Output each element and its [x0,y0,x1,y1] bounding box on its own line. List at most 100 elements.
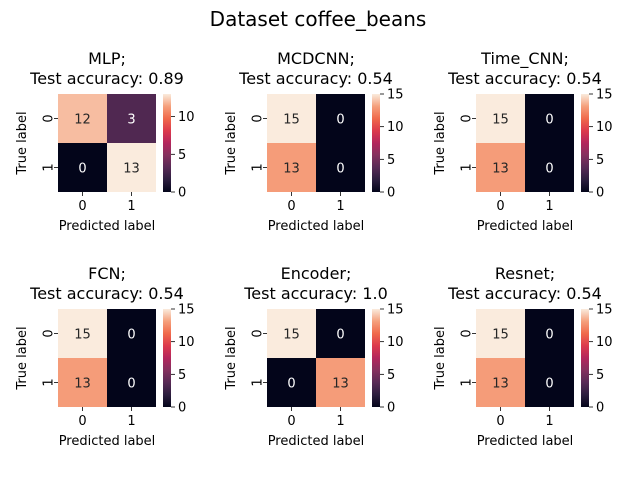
colorbar-tick-label: 0 [387,186,395,201]
cell-value-label: 0 [545,162,553,177]
heatmap-cell [476,358,525,407]
cell-value-label: 15 [74,328,91,343]
x-axis-label: Predicted label [477,434,574,449]
cell-value-label: 0 [127,377,135,392]
cell-value-label: 0 [545,328,553,343]
heatmap-cell [525,309,574,358]
y-tick-label: 0 [42,114,57,122]
y-axis-label: True label [15,326,30,390]
y-tick-label: 1 [251,378,266,386]
x-tick-label: 1 [336,414,344,429]
y-tick-label: 1 [460,378,475,386]
colorbar-tick-label: 5 [387,153,395,168]
colorbar-tick-label: 5 [387,368,395,383]
heatmap-cell [267,143,316,192]
panel-title: Encoder; [281,264,352,283]
panel-subtitle: Test accuracy: 0.89 [29,69,184,88]
colorbar [372,94,380,192]
colorbar-tick-label: 15 [596,88,613,103]
colorbar-tick-label: 15 [178,303,195,318]
x-tick-label: 1 [336,199,344,214]
x-axis-label: Predicted label [59,434,156,449]
cell-value-label: 3 [127,113,135,128]
y-tick-label: 0 [251,114,266,122]
heatmap-cell [107,358,156,407]
cell-value-label: 13 [74,377,91,392]
cell-value-label: 13 [123,162,140,177]
cell-value-label: 13 [492,377,509,392]
x-tick-label: 1 [545,414,553,429]
cell-value-label: 12 [74,113,91,128]
y-axis-label: True label [224,326,239,390]
colorbar [581,94,589,192]
colorbar-tick-label: 0 [596,401,604,416]
panel-title: Time_CNN; [480,49,569,69]
x-axis-label: Predicted label [268,219,365,234]
cell-value-label: 13 [492,162,509,177]
colorbar [372,309,380,407]
x-axis-label: Predicted label [477,219,574,234]
x-tick-label: 0 [496,414,504,429]
y-tick-label: 0 [460,329,475,337]
heatmap-cell [267,94,316,143]
x-tick-label: 1 [127,199,135,214]
y-axis-label: True label [15,111,30,175]
y-axis-label: True label [224,111,239,175]
colorbar [163,94,171,192]
y-tick-label: 1 [42,163,57,171]
cell-value-label: 0 [545,377,553,392]
heatmap-cell [476,94,525,143]
heatmap-cell [316,143,365,192]
colorbar-tick-label: 10 [596,120,613,135]
cell-value-label: 0 [287,377,295,392]
panel-subtitle: Test accuracy: 0.54 [447,69,602,88]
y-tick-label: 1 [251,163,266,171]
heatmap-cell [267,309,316,358]
cell-value-label: 13 [283,162,300,177]
heatmap-cell [58,143,107,192]
colorbar [581,309,589,407]
panel-title: MLP; [88,49,126,68]
y-tick-label: 1 [460,163,475,171]
heatmap-cell [58,309,107,358]
heatmap-cell [107,143,156,192]
heatmap-cell [476,143,525,192]
colorbar-tick-label: 15 [387,88,404,103]
colorbar-tick-label: 0 [596,186,604,201]
panel-subtitle: Test accuracy: 0.54 [238,69,393,88]
figure-suptitle: Dataset coffee_beans [210,7,427,31]
cell-value-label: 0 [545,113,553,128]
y-tick-label: 0 [460,114,475,122]
cell-value-label: 15 [492,113,509,128]
cell-value-label: 0 [336,162,344,177]
heatmap-cell [525,143,574,192]
colorbar-tick-label: 10 [178,335,195,350]
heatmap-cell [58,94,107,143]
colorbar-tick-label: 10 [178,110,195,125]
x-tick-label: 1 [545,199,553,214]
colorbar-tick-label: 15 [387,303,404,318]
panel-title: Resnet; [495,264,555,283]
colorbar [163,309,171,407]
heatmap-cell [107,309,156,358]
y-tick-label: 0 [251,329,266,337]
y-axis-label: True label [433,111,448,175]
heatmap-cell [107,94,156,143]
heatmap-cell [316,309,365,358]
heatmap-cell [525,358,574,407]
y-tick-label: 0 [42,329,57,337]
colorbar-tick-label: 15 [596,303,613,318]
heatmap-cell [525,94,574,143]
x-tick-label: 0 [496,199,504,214]
cell-value-label: 0 [127,328,135,343]
colorbar-tick-label: 10 [387,335,404,350]
y-tick-label: 1 [42,378,57,386]
x-tick-label: 0 [287,414,295,429]
colorbar-tick-label: 0 [178,401,186,416]
cell-value-label: 0 [336,328,344,343]
